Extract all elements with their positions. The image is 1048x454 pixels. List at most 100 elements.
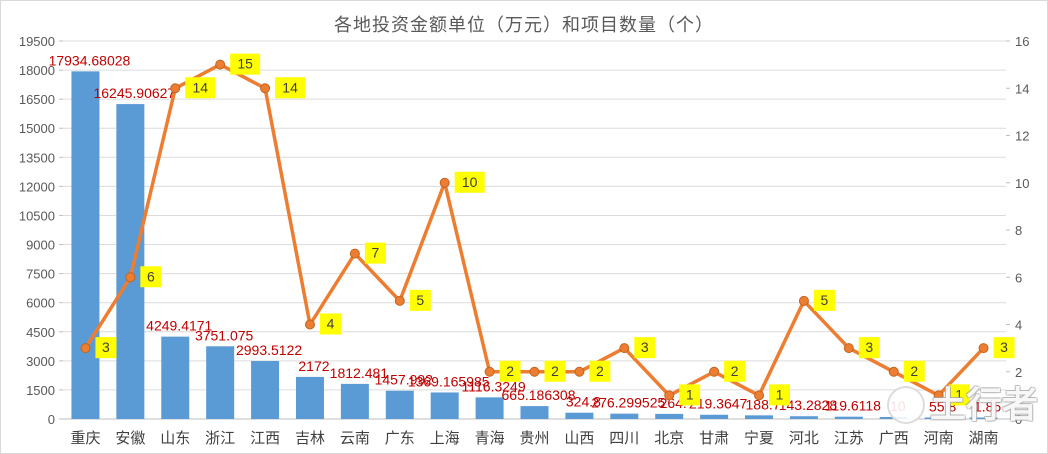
- line-label-广东: 5: [416, 292, 424, 308]
- line-label-江西: 14: [282, 79, 298, 95]
- bar-浙江: [206, 346, 235, 419]
- line-marker-上海: [439, 177, 450, 188]
- right-axis-tick-label: 4: [1015, 318, 1022, 333]
- bar-山西: [565, 412, 594, 419]
- bar-label-湖南: 1.85: [974, 399, 1001, 415]
- bar-label-安徽: 16245.90627: [93, 85, 175, 101]
- line-label-box-江西: [275, 77, 306, 99]
- bar-label-重庆: 17934.68028: [49, 52, 131, 68]
- left-axis-tick-label: 0: [48, 412, 55, 427]
- x-axis-label-21: 湖南: [969, 430, 999, 447]
- right-axis-tick-label: 12: [1015, 129, 1029, 144]
- line-marker-广西: [888, 366, 899, 377]
- line-label-box-山东: [185, 77, 216, 99]
- bar-label-甘肃: 219.3647: [689, 396, 748, 412]
- right-axis-tick-label: 8: [1015, 223, 1022, 238]
- x-axis-label-15: 甘肃: [699, 430, 729, 447]
- bar-label-吉林: 2172: [298, 358, 329, 374]
- line-label-box-青海: [499, 360, 521, 382]
- right-axis-tick-label: 16: [1015, 34, 1029, 49]
- bar-江苏: [834, 416, 863, 419]
- line-label-安徽: 6: [147, 268, 155, 284]
- line-marker-四川: [619, 343, 630, 354]
- line-label-box-广西: [903, 360, 925, 382]
- line-marker-湖南: [978, 343, 989, 354]
- line-label-云南: 7: [371, 245, 379, 261]
- bar-广东: [385, 390, 414, 419]
- bar-label-广东: 1457.992: [375, 372, 434, 388]
- x-axis-label-5: 江西: [250, 430, 280, 447]
- line-marker-甘肃: [709, 366, 720, 377]
- x-axis-label-11: 贵州: [519, 430, 549, 447]
- line-marker-江西: [260, 83, 271, 94]
- line-marker-江苏: [843, 343, 854, 354]
- bar-贵州: [520, 406, 549, 419]
- bar-江西: [251, 360, 280, 419]
- left-axis-tick-label: 6000: [26, 296, 55, 311]
- line-label-上海: 10: [462, 174, 478, 190]
- right-axis-tick-label: 6: [1015, 270, 1022, 285]
- line-label-广西: 2: [910, 363, 918, 379]
- watermark-logo-icon: [887, 386, 925, 424]
- x-axis-label-18: 江苏: [834, 430, 864, 447]
- x-axis-label-17: 河北: [789, 430, 819, 447]
- line-label-宁夏: 1: [776, 386, 784, 402]
- x-axis-label-19: 广西: [879, 430, 909, 447]
- bar-label-云南: 1812.481: [330, 365, 389, 381]
- line-label-box-北京: [679, 384, 701, 406]
- line-marker-吉林: [304, 319, 315, 330]
- bar-label-青海: 1116.3249: [462, 378, 526, 394]
- line-label-box-河南: [948, 384, 970, 406]
- bar-label-四川: 276.299525: [591, 395, 665, 411]
- line-marker-贵州: [529, 366, 540, 377]
- left-axis-tick-label: 7500: [26, 267, 55, 282]
- x-axis-label-4: 浙江: [205, 430, 235, 447]
- line-marker-云南: [349, 248, 360, 259]
- line-label-江苏: 3: [865, 339, 873, 355]
- bar-上海: [430, 392, 459, 419]
- bar-label-贵州: 665.186308: [502, 387, 576, 403]
- left-axis-tick-label: 10500: [19, 208, 55, 223]
- line-label-box-重庆: [95, 337, 117, 359]
- line-label-贵州: 2: [551, 363, 559, 379]
- line-marker-青海: [484, 366, 495, 377]
- line-marker-安徽: [125, 272, 136, 283]
- x-axis-label-6: 吉林: [295, 430, 325, 447]
- line-marker-河北: [798, 295, 809, 306]
- line-label-box-江苏: [858, 337, 880, 359]
- left-axis-tick-label: 18000: [19, 63, 55, 78]
- x-axis-label-7: 云南: [340, 430, 370, 447]
- left-axis-tick-label: 16500: [19, 92, 55, 107]
- line-marker-河南: [933, 390, 944, 401]
- line-label-浙江: 15: [237, 56, 253, 72]
- bar-label-河北: 143.2828: [779, 397, 838, 413]
- line-label-box-河北: [813, 289, 835, 311]
- line-label-box-四川: [634, 337, 656, 359]
- x-axis-label-1: 重庆: [70, 430, 100, 447]
- line-label-青海: 2: [506, 363, 514, 379]
- line-marker-重庆: [80, 343, 91, 354]
- right-axis-tick-label: 10: [1015, 176, 1029, 191]
- x-axis-label-14: 北京: [654, 430, 684, 447]
- left-axis-tick-label: 4500: [26, 325, 55, 340]
- line-marker-北京: [664, 390, 675, 401]
- line-label-甘肃: 2: [731, 363, 739, 379]
- x-axis-label-9: 上海: [430, 430, 460, 447]
- line-marker-浙江: [215, 59, 226, 70]
- bar-宁夏: [745, 415, 774, 419]
- line-label-box-安徽: [140, 266, 162, 288]
- bar-四川: [610, 413, 639, 419]
- line-label-北京: 1: [686, 386, 694, 402]
- line-label-四川: 3: [641, 339, 649, 355]
- x-axis-label-10: 青海: [475, 430, 505, 447]
- bar-label-上海: 1369.165985: [408, 373, 490, 389]
- line-label-box-贵州: [544, 360, 566, 382]
- line-label-河南: 1: [955, 386, 963, 402]
- line-label-box-宁夏: [769, 384, 791, 406]
- line-label-box-甘肃: [724, 360, 746, 382]
- line-marker-宁夏: [754, 390, 765, 401]
- bar-河南: [924, 417, 953, 419]
- bar-label-山东: 4249.4171: [146, 318, 212, 334]
